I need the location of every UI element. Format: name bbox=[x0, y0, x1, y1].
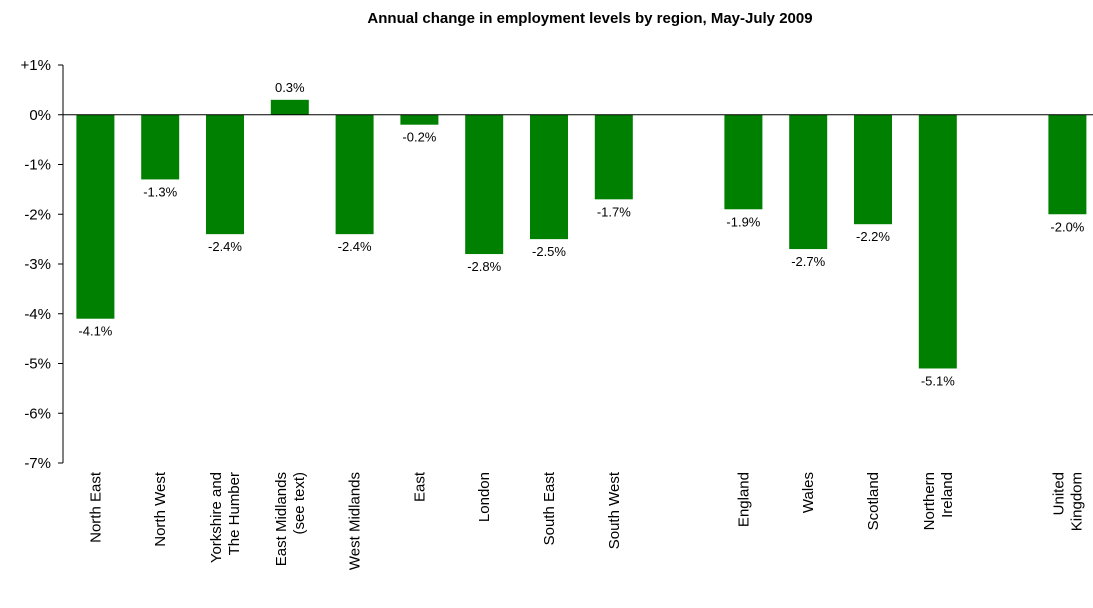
data-label: -2.4% bbox=[208, 239, 242, 254]
x-tick-label: (see text) bbox=[291, 472, 308, 535]
data-label: -2.4% bbox=[338, 239, 372, 254]
x-category-label: Northern Ireland bbox=[921, 472, 956, 530]
bar bbox=[789, 114, 828, 250]
bar bbox=[76, 114, 115, 319]
bar bbox=[465, 114, 504, 255]
bar bbox=[854, 114, 892, 225]
x-category-label: North East bbox=[87, 471, 104, 543]
x-category-label: West Midlands bbox=[347, 472, 364, 570]
y-tick-label: -6% bbox=[24, 405, 51, 422]
bar bbox=[594, 114, 633, 200]
data-label: -2.2% bbox=[856, 229, 890, 244]
x-tick-label: East Midlands bbox=[273, 472, 290, 566]
bar bbox=[530, 114, 568, 240]
x-category-label: North West bbox=[152, 471, 169, 547]
x-tick-label: United bbox=[1050, 472, 1067, 515]
data-label: -1.7% bbox=[597, 204, 631, 219]
x-category-label: Scotland bbox=[865, 472, 882, 530]
data-label: -1.3% bbox=[143, 184, 177, 199]
x-tick-label: Kingdom bbox=[1068, 472, 1085, 531]
y-tick-label: +1% bbox=[21, 57, 51, 74]
x-tick-label: East bbox=[411, 471, 428, 502]
x-tick-label: South East bbox=[541, 471, 558, 545]
data-label: -5.1% bbox=[921, 373, 955, 388]
y-tick-label: -4% bbox=[24, 306, 51, 323]
data-label: -1.9% bbox=[726, 214, 760, 229]
data-label: -2.5% bbox=[532, 244, 566, 259]
bar bbox=[724, 114, 763, 210]
data-label: 0.3% bbox=[275, 80, 305, 95]
data-label: -2.8% bbox=[467, 259, 501, 274]
x-category-label: East Midlands (see text) bbox=[273, 472, 308, 566]
bar bbox=[335, 114, 374, 235]
data-label: -0.2% bbox=[402, 130, 436, 145]
x-category-label: London bbox=[476, 472, 493, 522]
y-tick-label: -2% bbox=[24, 206, 51, 223]
x-tick-label: North East bbox=[87, 471, 104, 543]
x-tick-label: The Humber bbox=[226, 472, 243, 555]
y-tick-label: -7% bbox=[24, 455, 51, 472]
bar bbox=[918, 114, 957, 369]
x-category-label: South West bbox=[606, 471, 623, 549]
chart-title: Annual change in employment levels by re… bbox=[367, 10, 813, 27]
bar bbox=[141, 114, 180, 180]
x-category-label: United Kingdom bbox=[1050, 472, 1085, 531]
bar bbox=[1048, 114, 1087, 215]
x-category-label: Wales bbox=[800, 472, 817, 513]
x-tick-label: Ireland bbox=[939, 472, 956, 518]
x-tick-label: Scotland bbox=[865, 472, 882, 530]
x-tick-label: South West bbox=[606, 471, 623, 549]
x-category-label: South East bbox=[541, 471, 558, 545]
x-tick-label: Wales bbox=[800, 472, 817, 513]
x-tick-label: England bbox=[735, 472, 752, 527]
data-label: -4.1% bbox=[78, 324, 112, 339]
x-tick-label: West Midlands bbox=[347, 472, 364, 570]
x-category-label: Yorkshire and The Humber bbox=[208, 472, 243, 563]
bar bbox=[270, 99, 309, 115]
bar bbox=[400, 114, 439, 125]
y-tick-label: -1% bbox=[24, 157, 51, 174]
x-tick-label: Northern bbox=[921, 472, 938, 530]
data-label: -2.7% bbox=[791, 254, 825, 269]
x-category-label: East bbox=[411, 471, 428, 502]
y-tick-label: -5% bbox=[24, 356, 51, 373]
bar bbox=[206, 114, 244, 235]
x-category-label: England bbox=[735, 472, 752, 527]
data-label: -2.0% bbox=[1050, 219, 1084, 234]
x-tick-label: North West bbox=[152, 471, 169, 547]
y-tick-label: 0% bbox=[29, 107, 51, 124]
y-tick-label: -3% bbox=[24, 256, 51, 273]
x-tick-label: Yorkshire and bbox=[208, 472, 225, 563]
x-tick-label: London bbox=[476, 472, 493, 522]
